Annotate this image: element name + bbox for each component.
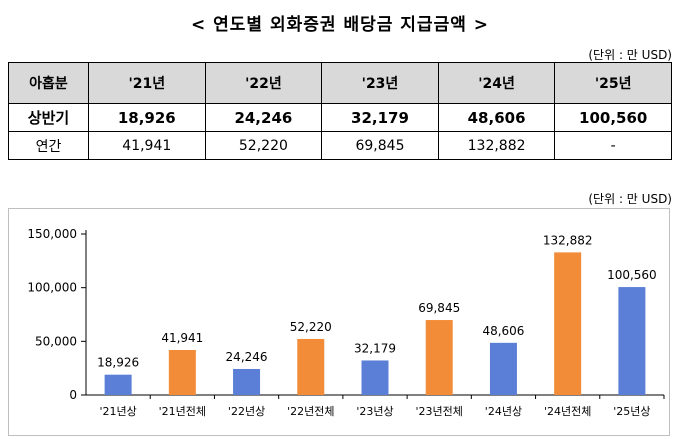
table-cell: 32,179 [321, 103, 439, 132]
dividend-table: 아홉분 '21년 '22년 '23년 '24년 '25년 상반기 18,926 … [8, 62, 672, 160]
x-tick-label: '21년상 [99, 405, 136, 418]
dividend-bar-chart: 0 50,000 100,000 150,000 18,926 '21년상 41,941 '2… [27, 227, 665, 418]
data-label: 48,606 [482, 324, 524, 338]
table-header-2024: '24년 [437, 62, 556, 104]
x-tick-label: '23년상 [356, 405, 393, 418]
data-label: 18,926 [97, 356, 139, 370]
bar-half [618, 287, 646, 395]
data-label: 100,560 [607, 268, 657, 282]
data-label: 69,845 [418, 301, 460, 315]
table-cell: 52,220 [204, 131, 323, 160]
data-label: 132,882 [543, 233, 593, 247]
y-tick-label: 50,000 [35, 334, 77, 348]
data-label: 41,941 [161, 331, 203, 345]
x-tick-label: '22년전체 [287, 405, 334, 418]
x-tick-label: '21년전체 [159, 405, 206, 418]
row-label: 연간 [8, 131, 89, 160]
bar-half [233, 368, 261, 395]
y-tick-label: 150,000 [27, 227, 77, 241]
table-cell: 41,941 [88, 131, 206, 160]
bar-annual [168, 349, 196, 395]
page-title: < 연도별 외화증권 배당금 지급금액 > [190, 15, 490, 35]
bar-annual [297, 338, 325, 395]
x-tick-label: '23년전체 [416, 405, 463, 418]
table-header-2021: '21년 [88, 62, 206, 104]
data-label: 24,246 [226, 350, 268, 364]
y-tick-label: 100,000 [27, 281, 77, 295]
bar-annual [554, 252, 582, 395]
row-label: 상반기 [8, 103, 89, 132]
bar-annual [425, 320, 453, 395]
bar-half [104, 374, 132, 395]
table-cell: 69,845 [321, 131, 439, 160]
table-unit-label: (단위 : 만 USD) [588, 48, 672, 62]
table-header-2022: '22년 [204, 62, 323, 104]
table-cell: 132,882 [437, 131, 556, 160]
table-cell: 24,246 [204, 103, 323, 132]
x-tick-label: '24년상 [485, 405, 522, 418]
table-cell: 100,560 [554, 103, 672, 132]
table-header-row: 아홉분 '21년 '22년 '23년 '24년 '25년 [8, 62, 672, 104]
table-header-2023: '23년 [321, 62, 439, 104]
table-row-half-year: 상반기 18,926 24,246 32,179 48,606 100,560 [8, 103, 672, 132]
table-header-2025: '25년 [554, 62, 672, 104]
x-tick-label: '22년상 [228, 405, 265, 418]
chart-frame: 0 50,000 100,000 150,000 18,926 '21년상 41,941 '2… [8, 208, 670, 436]
table-cell: 18,926 [88, 103, 206, 132]
x-tick-label: '25년상 [613, 405, 650, 418]
table-row-annual: 연간 41,941 52,220 69,845 132,882 - [8, 131, 672, 160]
data-label: 32,179 [354, 341, 396, 355]
bar-half [489, 342, 517, 395]
chart-unit-label: (단위 : 만 USD) [588, 192, 672, 206]
table-header-period: 아홉분 [8, 62, 89, 104]
y-tick-label: 0 [69, 388, 77, 402]
bar-half [361, 360, 389, 395]
x-tick-label: '24년전체 [544, 405, 591, 418]
table-cell: - [554, 131, 672, 160]
table-cell: 48,606 [437, 103, 556, 132]
data-label: 52,220 [290, 320, 332, 334]
